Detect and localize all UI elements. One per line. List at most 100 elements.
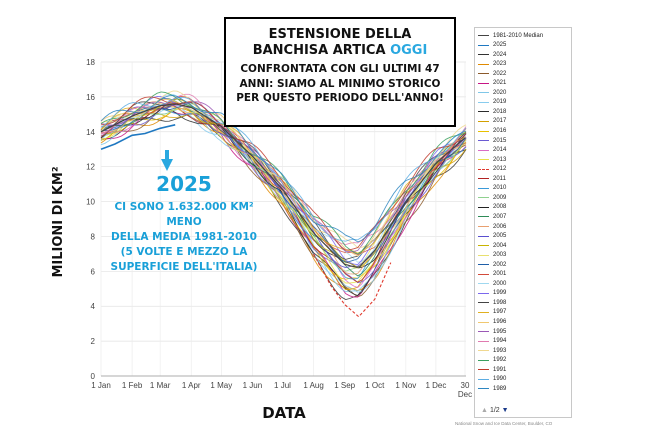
legend-item-2017[interactable]: 2017 [478,117,506,126]
legend-item-2004[interactable]: 2004 [478,241,506,250]
legend-label: 2007 [493,213,507,220]
series-line-1992 [100,91,467,255]
legend-item-2020[interactable]: 2020 [478,88,506,97]
legend-next-page-icon[interactable]: ▼ [501,407,509,414]
legend-item-2000[interactable]: 2000 [478,279,506,288]
legend-label: 2023 [493,61,507,68]
legend-swatch [478,111,489,113]
legend-label: 2012 [493,166,507,173]
legend-swatch [478,73,489,75]
legend-swatch [478,178,489,180]
legend-item-1993[interactable]: 1993 [478,346,506,355]
legend-item-2013[interactable]: 2013 [478,155,506,164]
legend-item-2014[interactable]: 2014 [478,146,506,155]
legend-label: 1998 [493,299,507,306]
legend-prev-page-icon[interactable]: ▲ [481,407,488,414]
legend-label: 2016 [493,128,507,134]
legend-swatch [478,82,489,84]
legend-item-1998[interactable]: 1998 [478,298,506,307]
legend-item-2003[interactable]: 2003 [478,251,506,260]
x-tick-label: 1 May [210,381,232,390]
legend-label: 2025 [493,42,507,49]
y-tick-label: 10 [86,198,95,207]
legend-item-2019[interactable]: 2019 [478,98,506,107]
legend-item-1999[interactable]: 1999 [478,289,506,298]
legend-swatch [478,264,489,266]
legend-label: 2002 [493,261,507,268]
legend-item-2021[interactable]: 2021 [478,79,506,88]
legend-item-2011[interactable]: 2011 [478,174,506,183]
legend-label: 1999 [493,290,507,297]
legend-item-2005[interactable]: 2005 [478,232,506,241]
legend-page-number: 1/2 [489,407,500,414]
annotation-arrow-icon [161,150,173,171]
legend-item-2016[interactable]: 2016 [478,127,506,136]
legend-label: 1993 [493,347,507,354]
legend-swatch [478,292,489,294]
legend-label: 2001 [493,271,507,278]
legend-label: 1994 [493,338,507,345]
x-tick-label: 1 Jun [243,381,263,390]
legend-item-2012[interactable]: 2012 [478,165,506,174]
x-tick-label: 1 Oct [365,381,385,390]
y-tick-label: 4 [91,302,96,311]
series-line-2002 [100,101,467,263]
annotation-line-2: DELLA MEDIA 1981-2010 [111,231,257,243]
legend-item-1992[interactable]: 1992 [478,356,506,365]
legend-item-1994[interactable]: 1994 [478,337,506,346]
legend-item-2007[interactable]: 2007 [478,212,506,221]
legend-label: 1992 [493,357,507,364]
legend-item-2018[interactable]: 2018 [478,107,506,116]
legend-label: 2005 [493,233,507,240]
legend-item-1996[interactable]: 1996 [478,318,506,327]
series-line-1989 [100,94,467,243]
legend-swatch [478,149,489,151]
legend-swatch [478,44,489,46]
y-tick-label: 12 [86,163,95,172]
chart-legend: ▲ 1/2 ▼ 1981-2010 Median 2025 2024 2023 2022… [474,27,572,418]
legend-item-2006[interactable]: 2006 [478,222,506,231]
legend-label: 2019 [493,99,507,106]
legend-item-1990[interactable]: 1990 [478,375,506,384]
title-line-5: PER QUESTO PERIODO DELL'ANNO! [236,92,444,104]
title-line-2-prefix: BANCHISA ARTICA [252,43,386,58]
legend-item-1991[interactable]: 1991 [478,365,506,374]
legend-label: 2024 [493,51,507,58]
legend-item-2023[interactable]: 2023 [478,60,506,69]
legend-swatch [478,321,489,323]
legend-swatch [478,54,489,56]
legend-swatch [478,331,489,333]
legend-item-1997[interactable]: 1997 [478,308,506,317]
title-highlight-oggi: OGGI [390,43,428,58]
legend-swatch [478,311,489,313]
legend-label: 2006 [493,223,507,230]
legend-item-1981-2010-median[interactable]: 1981-2010 Median [478,31,543,40]
legend-label: 2021 [493,80,507,87]
legend-item-2009[interactable]: 2009 [478,193,506,202]
annotation-text: CI SONO 1.632.000 KM² MENO DELLA MEDIA 1… [100,200,268,275]
legend-label: 1989 [493,385,507,392]
y-tick-label: 14 [86,128,95,137]
annotation-line-1: CI SONO 1.632.000 KM² MENO [114,201,254,228]
legend-item-2001[interactable]: 2001 [478,270,506,279]
x-tick-label: 1 Sep [334,381,355,390]
legend-item-2025[interactable]: 2025 [478,41,506,50]
legend-item-1995[interactable]: 1995 [478,327,506,336]
x-tick-label: 1 Jul [274,381,291,390]
title-line-2: BANCHISA ARTICA OGGI [226,43,454,59]
legend-item-2022[interactable]: 2022 [478,69,506,78]
legend-item-2010[interactable]: 2010 [478,184,506,193]
legend-pager: ▲ 1/2 ▼ [481,407,509,414]
legend-swatch [478,378,489,380]
x-tick-label: 1 Apr [182,381,201,390]
legend-item-1989[interactable]: 1989 [478,384,506,393]
legend-item-2008[interactable]: 2008 [478,203,506,212]
legend-item-2015[interactable]: 2015 [478,136,506,145]
x-tick-label: 1 Dec [425,381,446,390]
legend-swatch [478,226,489,227]
legend-swatch [478,187,489,189]
legend-item-2024[interactable]: 2024 [478,50,506,59]
y-tick-label: 6 [91,267,96,276]
legend-label: 2015 [493,137,507,144]
legend-item-2002[interactable]: 2002 [478,260,506,269]
